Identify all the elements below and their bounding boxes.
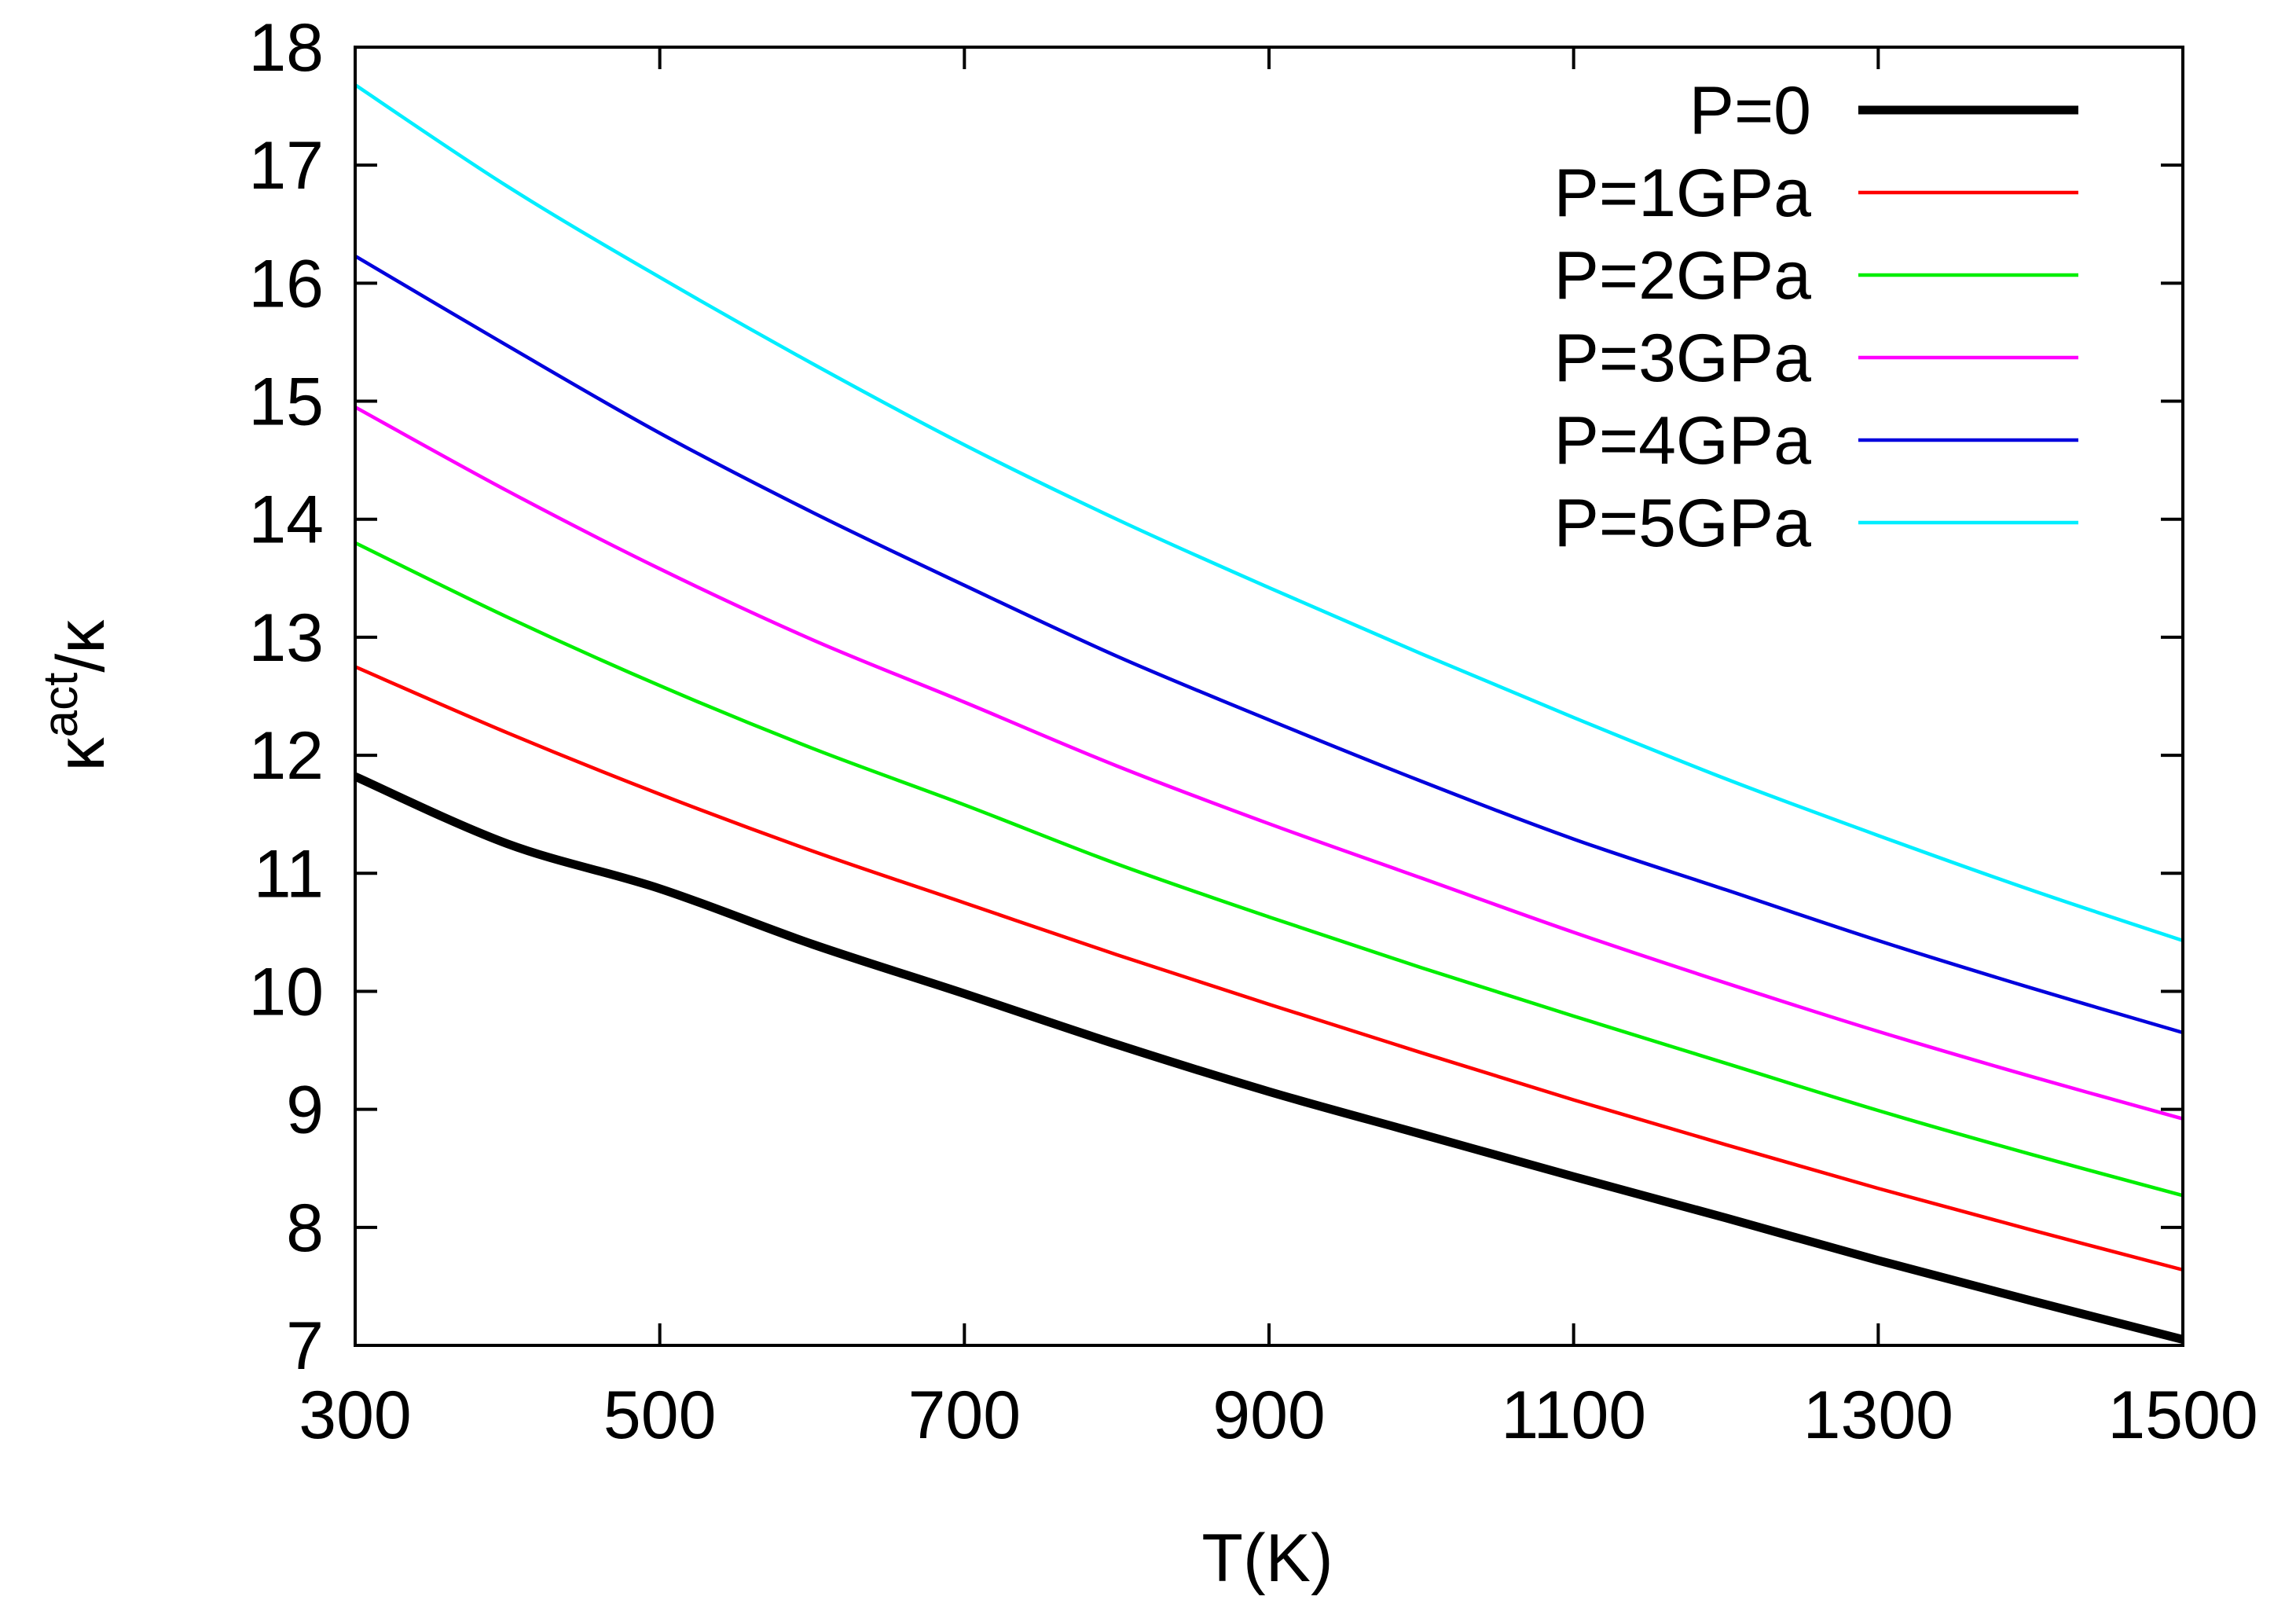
x-tick-label: 700 [908,1378,1021,1453]
series-line-p-4gpa [354,254,2184,1035]
y-tick-label: 8 [286,1191,324,1266]
y-tick-label: 11 [254,836,324,912]
y-axis-title-sep: / [43,654,119,673]
legend-label-p-3gpa: P=3GPa [1554,321,1812,396]
y-tick-label: 7 [286,1308,324,1384]
x-tick-label: 300 [299,1378,412,1453]
x-tick-label: 900 [1212,1378,1326,1453]
x-axis-title: T(K) [1201,1521,1333,1596]
series-line-p-1gpa [354,665,2184,1272]
legend-label-p-5gpa: P=5GPa [1554,486,1812,561]
legend-label-p-4gpa: P=4GPa [1554,403,1812,479]
plot-frame [354,46,2184,1347]
y-tick-label: 18 [248,10,324,86]
y-axis-title-base: κ [43,736,119,771]
y-axis-title-den: κ [43,619,119,654]
ticks-layer [354,46,2184,1347]
legend-label-p-1gpa: P=1GPa [1554,156,1812,231]
x-tick-label: 1300 [1803,1378,1953,1453]
x-tick-label: 500 [603,1378,717,1453]
y-tick-label: 15 [248,365,324,440]
legend-label-p-0: P=0 [1689,73,1811,149]
y-tick-label: 16 [248,246,324,321]
x-tick-label: 1100 [1501,1378,1646,1453]
y-tick-label: 17 [248,128,324,204]
series-layer [353,83,2184,1344]
y-tick-label: 10 [248,954,324,1029]
y-axis-title: κact/κ [34,619,119,772]
labels-layer: 300 500 700 900 1100 1300 1500 7 8 9 10 11 12 13 14 15 1… [248,10,2257,1453]
y-tick-label: 14 [248,483,324,558]
y-axis-title-sup: act [34,673,88,738]
legend-label-p-2gpa: P=2GPa [1554,238,1812,314]
y-tick-label: 9 [286,1073,324,1148]
y-tick-label: 13 [248,600,324,676]
x-tick-label: 1500 [2107,1378,2257,1453]
series-line-p-5gpa [354,83,2184,943]
y-tick-label: 12 [248,718,324,794]
series-line-p-2gpa [354,541,2184,1198]
series-line-p-0 [353,772,2184,1344]
series-line-p-3gpa [354,406,2184,1121]
